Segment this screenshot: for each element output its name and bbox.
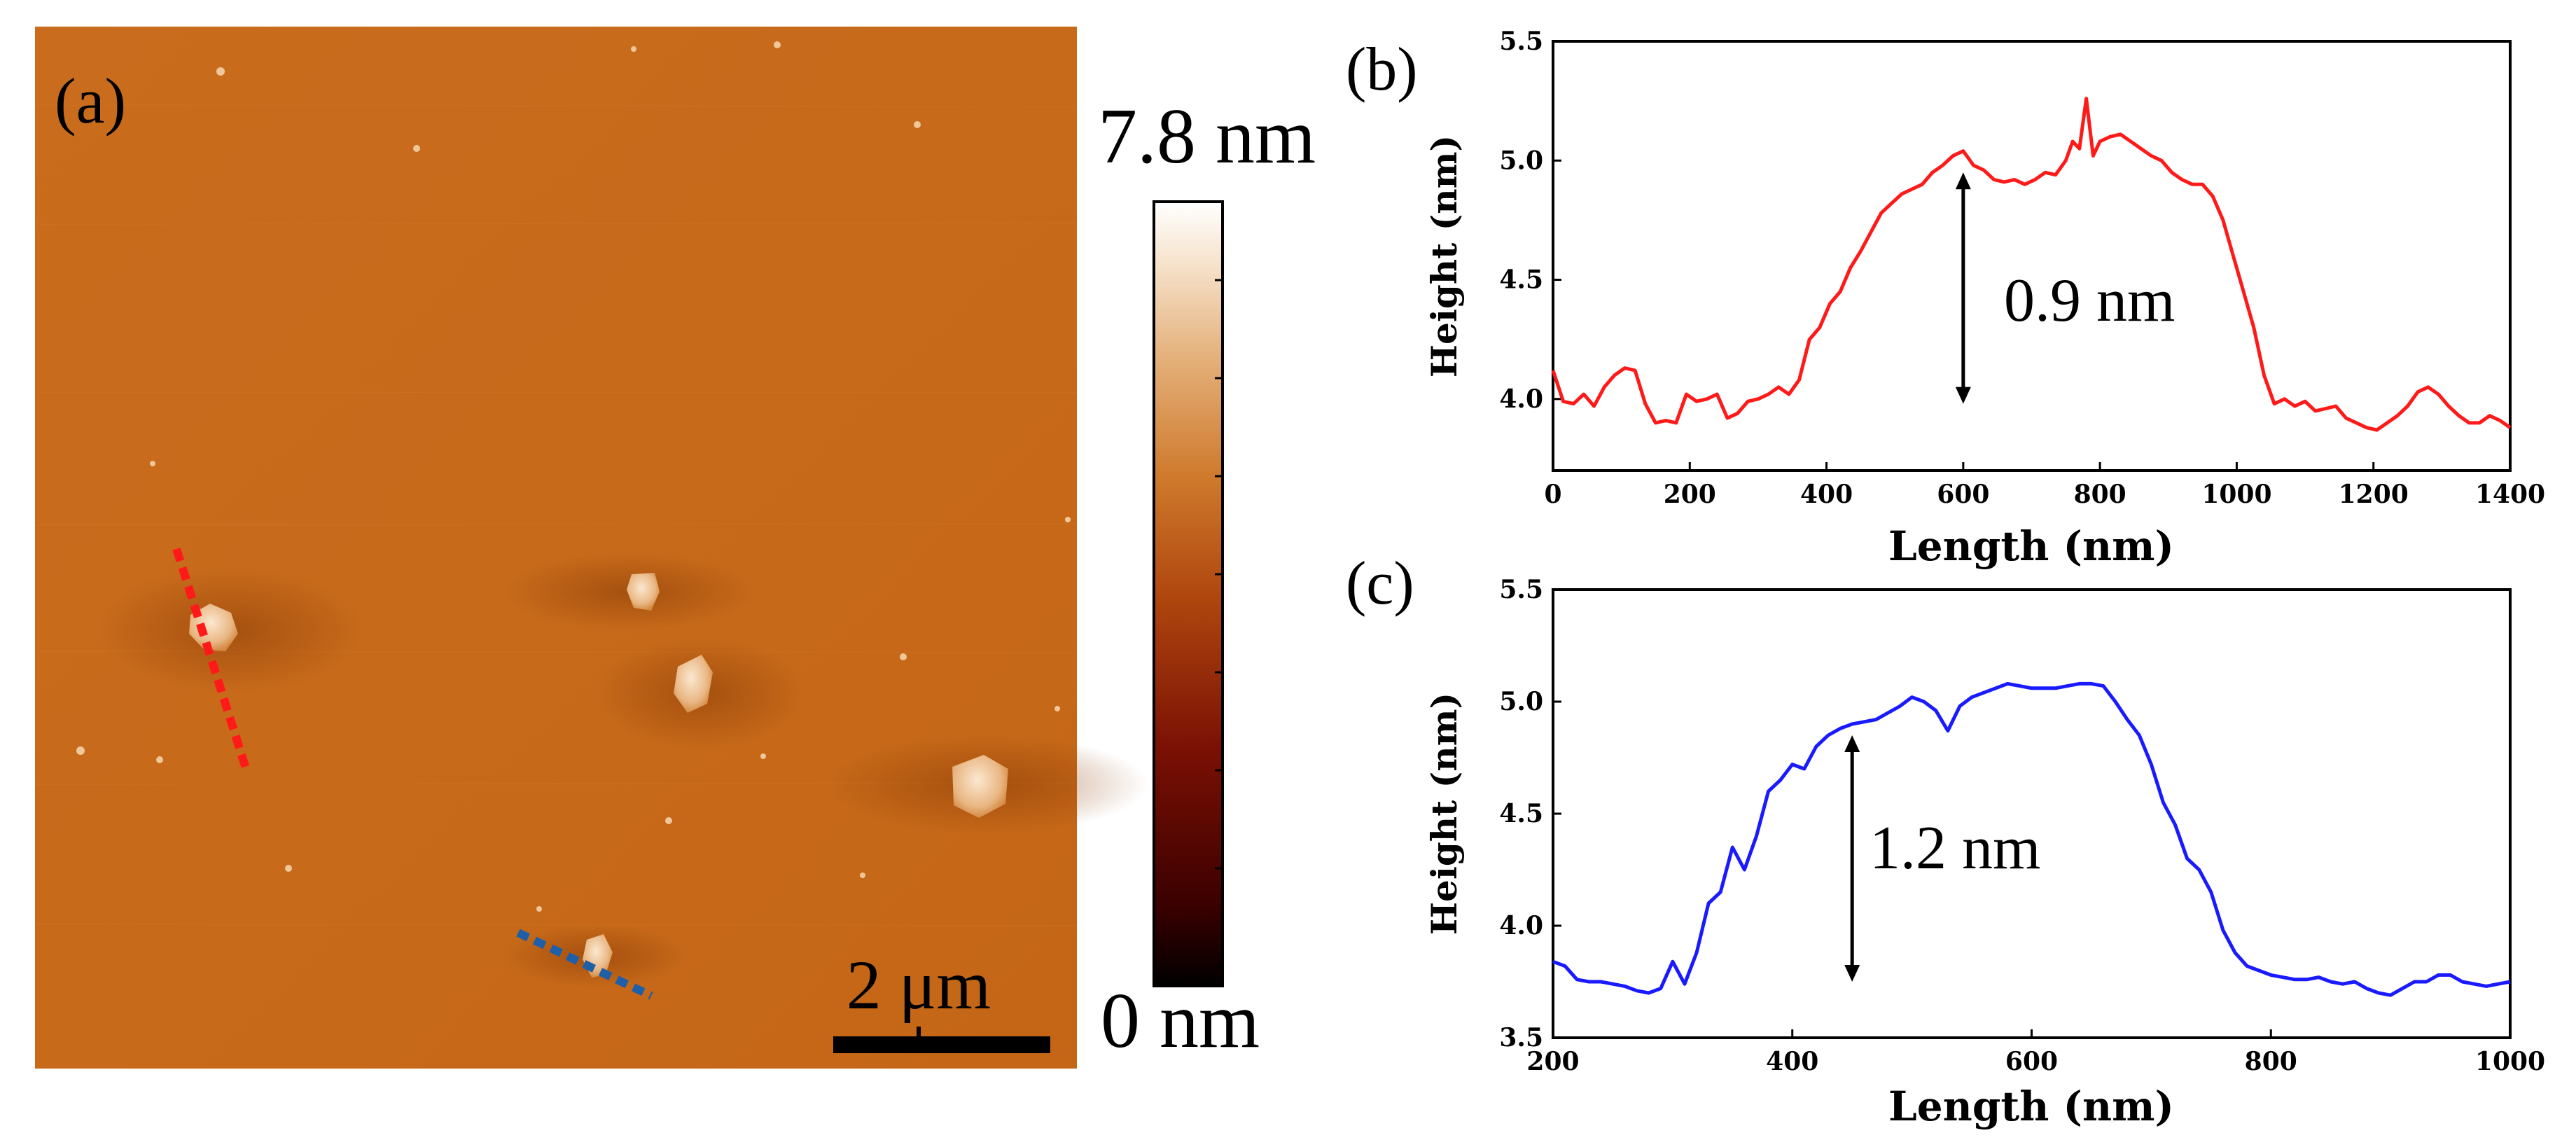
y-ticks: 4.0 4.5 5.0 5.5 [1499, 27, 1561, 414]
y-tick-label: 5.5 [1499, 27, 1543, 56]
x-tick-label: 400 [1766, 1047, 1818, 1076]
y-tick-label: 4.0 [1499, 911, 1543, 940]
x-tick-label: 600 [1937, 480, 1989, 509]
panel-a-label: (a) [55, 65, 126, 137]
panel-b-label: (b) [1346, 36, 1418, 104]
y-ticks: 3.5 4.0 4.5 5.0 5.5 [1499, 575, 1561, 1052]
profile-line-blue [516, 929, 653, 1000]
y-tick-label: 5.0 [1499, 146, 1543, 175]
x-tick-label: 800 [2074, 480, 2126, 509]
y-tick-label: 4.5 [1499, 265, 1543, 295]
x-tick-label: 800 [2245, 1047, 2297, 1076]
x-tick-label: 1000 [2475, 1047, 2545, 1076]
x-tick-label: 1000 [2201, 480, 2271, 509]
colorbar-gradient [1153, 200, 1224, 987]
height-profile-red [1551, 97, 2512, 432]
y-axis-title: Height (nm) [1423, 135, 1465, 377]
x-ticks: 0 200 400 600 800 1000 1200 1400 [1544, 462, 2545, 509]
y-tick-label: 3.5 [1499, 1023, 1543, 1052]
graphene-flake [674, 655, 713, 713]
colorbar-min-label: 0 nm [1101, 978, 1260, 1064]
x-ticks: 200 400 600 800 1000 [1526, 1029, 2545, 1076]
panel-c-label: (c) [1346, 550, 1414, 618]
scalebar-label: 2 μm [847, 946, 991, 1024]
y-axis-title: Height (nm) [1423, 693, 1465, 935]
plot-frame [1552, 40, 2512, 472]
scalebar [833, 1036, 1050, 1053]
colorbar-ticks [1215, 279, 1223, 968]
y-tick-label: 5.5 [1499, 575, 1543, 604]
graphene-flake [952, 755, 1008, 818]
profile-chart-b: (b) 0 200 400 600 800 1000 1200 1400 4.0 4.5 5.0 5… [1346, 27, 2545, 570]
profile-chart-c: (c) 200 400 600 800 1000 3.5 4.0 4.5 5.0 5.5 1.2… [1346, 550, 2545, 1130]
y-tick-label: 5.0 [1499, 687, 1543, 716]
height-difference-label: 0.9 nm [2004, 267, 2175, 335]
height-colorbar: 7.8 nm 0 nm [1098, 93, 1316, 1064]
afm-substrate [35, 27, 1077, 1069]
afm-particles [76, 41, 1071, 912]
plot-frame [1552, 588, 2512, 1039]
x-tick-label: 200 [1526, 1047, 1579, 1076]
colorbar-max-label: 7.8 nm [1098, 93, 1316, 180]
x-axis-title: Length (nm) [1888, 1083, 2174, 1130]
afm-image-panel: 2 μm (a) [34, 27, 1148, 1069]
x-tick-label: 200 [1664, 480, 1716, 509]
x-tick-label: 400 [1800, 480, 1853, 509]
x-tick-label: 1400 [2475, 480, 2545, 509]
height-difference-arrow [1844, 735, 1860, 982]
height-difference-label: 1.2 nm [1870, 814, 2040, 882]
x-axis-title: Length (nm) [1888, 522, 2174, 570]
graphene-flake [627, 573, 660, 611]
y-tick-label: 4.0 [1499, 384, 1543, 414]
x-tick-label: 0 [1544, 480, 1561, 509]
x-tick-label: 600 [2005, 1047, 2058, 1076]
y-tick-label: 4.5 [1499, 799, 1543, 828]
height-profile-blue [1552, 681, 2511, 997]
height-difference-arrow [1955, 172, 1971, 404]
x-tick-label: 1200 [2339, 480, 2409, 509]
